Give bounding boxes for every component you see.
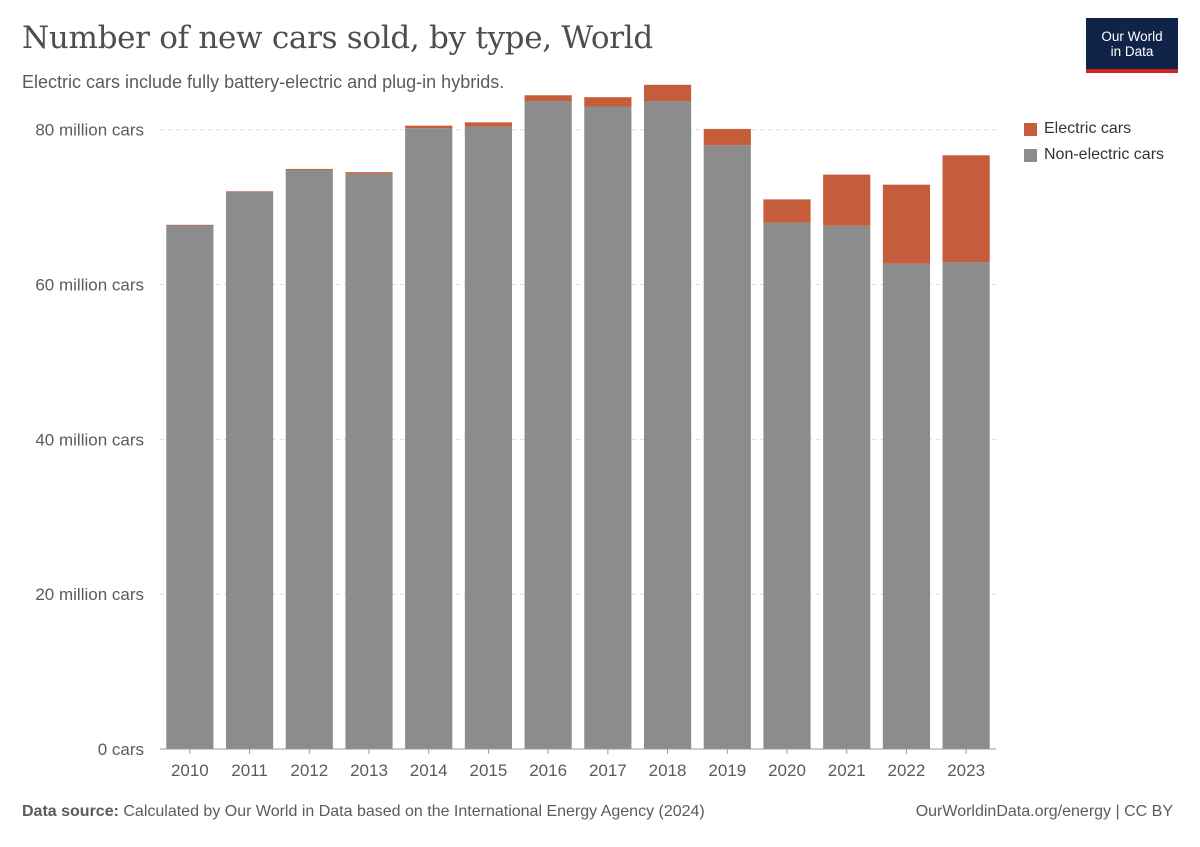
y-tick-label: 20 million cars <box>35 585 144 604</box>
x-tick-label: 2012 <box>290 761 328 780</box>
bar-electric[interactable] <box>703 128 751 146</box>
legend-swatch-electric <box>1024 122 1037 136</box>
bar-non-electric[interactable] <box>882 263 931 749</box>
bar-non-electric[interactable] <box>823 225 871 749</box>
license-link[interactable]: OurWorldinData.org/energy | CC BY <box>915 803 1173 820</box>
data-source-label: Data source: <box>22 803 119 820</box>
x-tick-label: 2013 <box>350 761 388 780</box>
bar-electric[interactable] <box>345 172 393 174</box>
bar-electric[interactable] <box>643 84 692 102</box>
bar-electric[interactable] <box>823 174 871 226</box>
bar-electric[interactable] <box>166 224 214 226</box>
bar-electric[interactable] <box>942 155 990 263</box>
x-tick-label: 2015 <box>470 761 508 780</box>
bar-non-electric[interactable] <box>464 126 513 749</box>
bar-electric[interactable] <box>405 125 453 129</box>
bar-non-electric[interactable] <box>405 128 453 749</box>
legend-item-electric[interactable]: Electric cars <box>1024 116 1164 142</box>
bar-electric[interactable] <box>584 97 632 107</box>
y-tick-label: 80 million cars <box>35 121 144 140</box>
x-tick-label: 2018 <box>649 761 687 780</box>
bar-non-electric[interactable] <box>643 101 692 749</box>
y-tick-label: 60 million cars <box>35 276 144 295</box>
legend-label-non-electric: Non-electric cars <box>1044 146 1165 163</box>
bar-non-electric[interactable] <box>285 169 333 749</box>
data-source: Data source: Calculated by Our World in … <box>22 803 705 821</box>
x-tick-label: 2016 <box>529 761 567 780</box>
chart-title: Number of new cars sold, by type, World <box>22 20 653 56</box>
bar-non-electric[interactable] <box>166 224 214 749</box>
logo-line-2: in Data <box>1110 43 1154 59</box>
bar-electric[interactable] <box>524 95 572 102</box>
bar-non-electric[interactable] <box>524 101 572 749</box>
bar-electric[interactable] <box>882 184 931 264</box>
bar-non-electric[interactable] <box>763 222 811 750</box>
chart-legend: Electric cars Non-electric cars <box>1024 116 1164 168</box>
x-tick-label: 2011 <box>231 761 268 780</box>
y-tick-label: 40 million cars <box>35 430 144 449</box>
x-tick-label: 2020 <box>768 761 806 780</box>
x-tick-label: 2019 <box>708 761 746 780</box>
x-tick-label: 2021 <box>828 761 866 780</box>
x-tick-label: 2014 <box>410 761 448 780</box>
legend-label-electric: Electric cars <box>1044 120 1132 137</box>
legend-swatch-non-electric <box>1024 148 1037 162</box>
bar-electric[interactable] <box>763 199 811 223</box>
bar-electric[interactable] <box>285 168 333 170</box>
bar-non-electric[interactable] <box>584 106 632 749</box>
x-tick-label: 2010 <box>171 761 209 780</box>
chart-subtitle: Electric cars include fully battery-elec… <box>22 72 505 92</box>
legend-item-non-electric[interactable]: Non-electric cars <box>1024 142 1164 168</box>
x-tick-label: 2017 <box>589 761 627 780</box>
y-tick-label: 0 cars <box>98 740 144 759</box>
bar-electric[interactable] <box>225 191 274 192</box>
data-source-text[interactable]: Calculated by Our World in Data based on… <box>123 803 705 820</box>
owid-logo[interactable]: Our World in Data <box>1086 18 1178 73</box>
logo-line-1: Our World <box>1101 28 1163 44</box>
x-tick-label: 2023 <box>947 761 985 780</box>
bar-non-electric[interactable] <box>942 262 990 749</box>
bar-non-electric[interactable] <box>345 173 393 750</box>
bar-non-electric[interactable] <box>703 145 751 749</box>
bar-non-electric[interactable] <box>225 191 274 749</box>
bar-electric[interactable] <box>464 122 513 127</box>
x-tick-label: 2022 <box>888 761 926 780</box>
